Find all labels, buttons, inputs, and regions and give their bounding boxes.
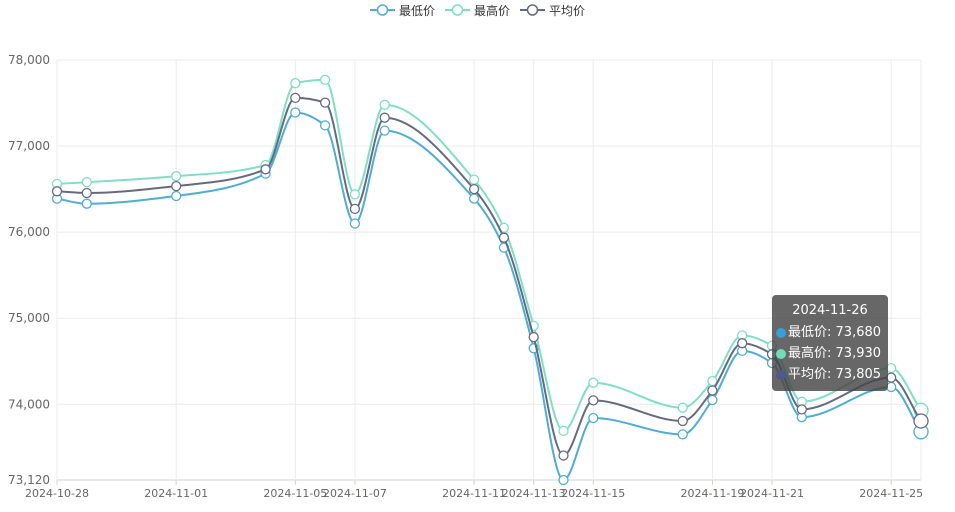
data-point-avg bbox=[379, 112, 390, 123]
x-tick-label: 2024-11-07 bbox=[323, 487, 387, 500]
data-point-avg bbox=[171, 180, 182, 192]
data-point-low bbox=[81, 198, 92, 209]
series-avg bbox=[51, 92, 929, 461]
axes: 73,120 74,000 75,000 76,000 77,000 78,000 2024… bbox=[8, 53, 923, 500]
data-point-avg bbox=[51, 186, 63, 197]
tooltip-series-name: 最高价 bbox=[788, 346, 828, 361]
tooltip-row-low: 最低价: 73,680 bbox=[772, 322, 888, 343]
data-point-avg bbox=[498, 232, 510, 243]
data-point-avg bbox=[886, 372, 897, 383]
x-tick-label: 2024-11-01 bbox=[144, 487, 208, 500]
data-point-avg bbox=[913, 413, 929, 429]
data-point-low bbox=[349, 218, 361, 229]
x-tick-label: 2024-11-15 bbox=[561, 487, 625, 500]
legend-line-circle-icon bbox=[444, 4, 470, 16]
data-point-avg bbox=[468, 183, 480, 195]
data-point-high bbox=[468, 174, 480, 185]
data-point-high bbox=[588, 377, 599, 388]
data-point-low bbox=[707, 394, 718, 406]
data-point-avg bbox=[707, 385, 718, 396]
y-tick-label: 76,000 bbox=[8, 225, 50, 239]
data-point-low bbox=[677, 429, 688, 440]
data-point-avg bbox=[737, 338, 748, 349]
tooltip-series-value: 73,930 bbox=[835, 346, 882, 361]
series-dot-icon bbox=[776, 348, 786, 359]
tooltip-row-avg: 平均价: 73,805 bbox=[772, 364, 888, 385]
legend-item-avg[interactable]: 平均价 bbox=[520, 2, 585, 19]
data-point-low bbox=[558, 474, 569, 486]
series-line-high bbox=[56, 78, 922, 432]
series-layer[interactable] bbox=[51, 74, 929, 486]
data-point-low bbox=[588, 412, 599, 424]
data-point-high bbox=[886, 362, 897, 374]
data-point-avg bbox=[319, 97, 331, 108]
data-point-avg bbox=[290, 92, 301, 104]
tooltip-series-value: 73,805 bbox=[835, 367, 882, 382]
data-point-low bbox=[171, 190, 182, 202]
data-point-avg bbox=[588, 395, 599, 406]
data-point-high bbox=[349, 189, 361, 200]
x-tick-label: 2024-11-21 bbox=[740, 487, 804, 500]
data-point-high bbox=[171, 171, 182, 182]
data-point-avg bbox=[81, 187, 92, 199]
series-line-low bbox=[56, 111, 922, 482]
data-point-avg bbox=[349, 203, 361, 215]
legend-line-circle-icon bbox=[520, 4, 545, 16]
x-tick-label: 2024-11-25 bbox=[859, 487, 923, 500]
data-point-avg bbox=[528, 331, 539, 343]
series-dot-icon bbox=[776, 369, 786, 380]
x-tick-label: 2024-11-19 bbox=[680, 487, 744, 500]
data-point-high bbox=[379, 99, 390, 110]
grid-lines bbox=[56, 59, 922, 481]
x-tick-label: 2024-11-05 bbox=[263, 487, 327, 500]
y-tick-label: 75,000 bbox=[8, 311, 50, 325]
y-tick-label: 77,000 bbox=[8, 139, 50, 153]
y-tick-label: 74,000 bbox=[8, 397, 50, 411]
tooltip: 2024-11-26 最低价: 73,680 最高价: 73,930 平均价: … bbox=[772, 295, 888, 391]
legend-label-high: 最高价 bbox=[473, 3, 510, 18]
tooltip-title: 2024-11-26 bbox=[792, 303, 868, 318]
data-point-high bbox=[319, 74, 331, 85]
series-line-avg bbox=[56, 96, 922, 457]
legend-item-high[interactable]: 最高价 bbox=[444, 2, 510, 19]
legend-label-avg: 平均价 bbox=[549, 3, 586, 18]
legend-item-low[interactable]: 最低价 bbox=[369, 2, 435, 19]
data-point-low bbox=[379, 125, 390, 136]
y-tick-label: 73,120 bbox=[8, 473, 50, 487]
data-point-low bbox=[319, 120, 331, 131]
data-point-low bbox=[886, 381, 897, 393]
legend: 最低价 最高价 平均价 bbox=[0, 0, 955, 20]
data-point-high bbox=[81, 177, 92, 188]
tooltip-series-name: 平均价 bbox=[788, 367, 828, 382]
tooltip-series-name: 最低价 bbox=[788, 325, 828, 340]
data-point-avg bbox=[796, 404, 807, 415]
data-point-high bbox=[677, 402, 688, 413]
tooltip-series-value: 73,680 bbox=[835, 325, 882, 340]
x-tick-label: 2024-11-11 bbox=[442, 487, 506, 500]
data-point-avg bbox=[677, 415, 688, 427]
legend-label-low: 最低价 bbox=[398, 3, 435, 18]
series-dot-icon bbox=[776, 327, 786, 338]
legend-line-circle-icon bbox=[369, 4, 395, 16]
data-point-low bbox=[290, 107, 301, 118]
data-point-high bbox=[558, 425, 569, 437]
data-point-avg bbox=[260, 164, 271, 175]
tooltip-row-high: 最高价: 73,930 bbox=[772, 343, 888, 364]
data-point-high bbox=[290, 78, 301, 89]
data-point-low bbox=[468, 193, 480, 204]
data-point-avg bbox=[558, 450, 569, 461]
y-tick-label: 78,000 bbox=[8, 53, 50, 67]
x-tick-label: 2024-11-13 bbox=[502, 487, 566, 500]
x-tick-label: 2024-10-28 bbox=[25, 487, 89, 500]
